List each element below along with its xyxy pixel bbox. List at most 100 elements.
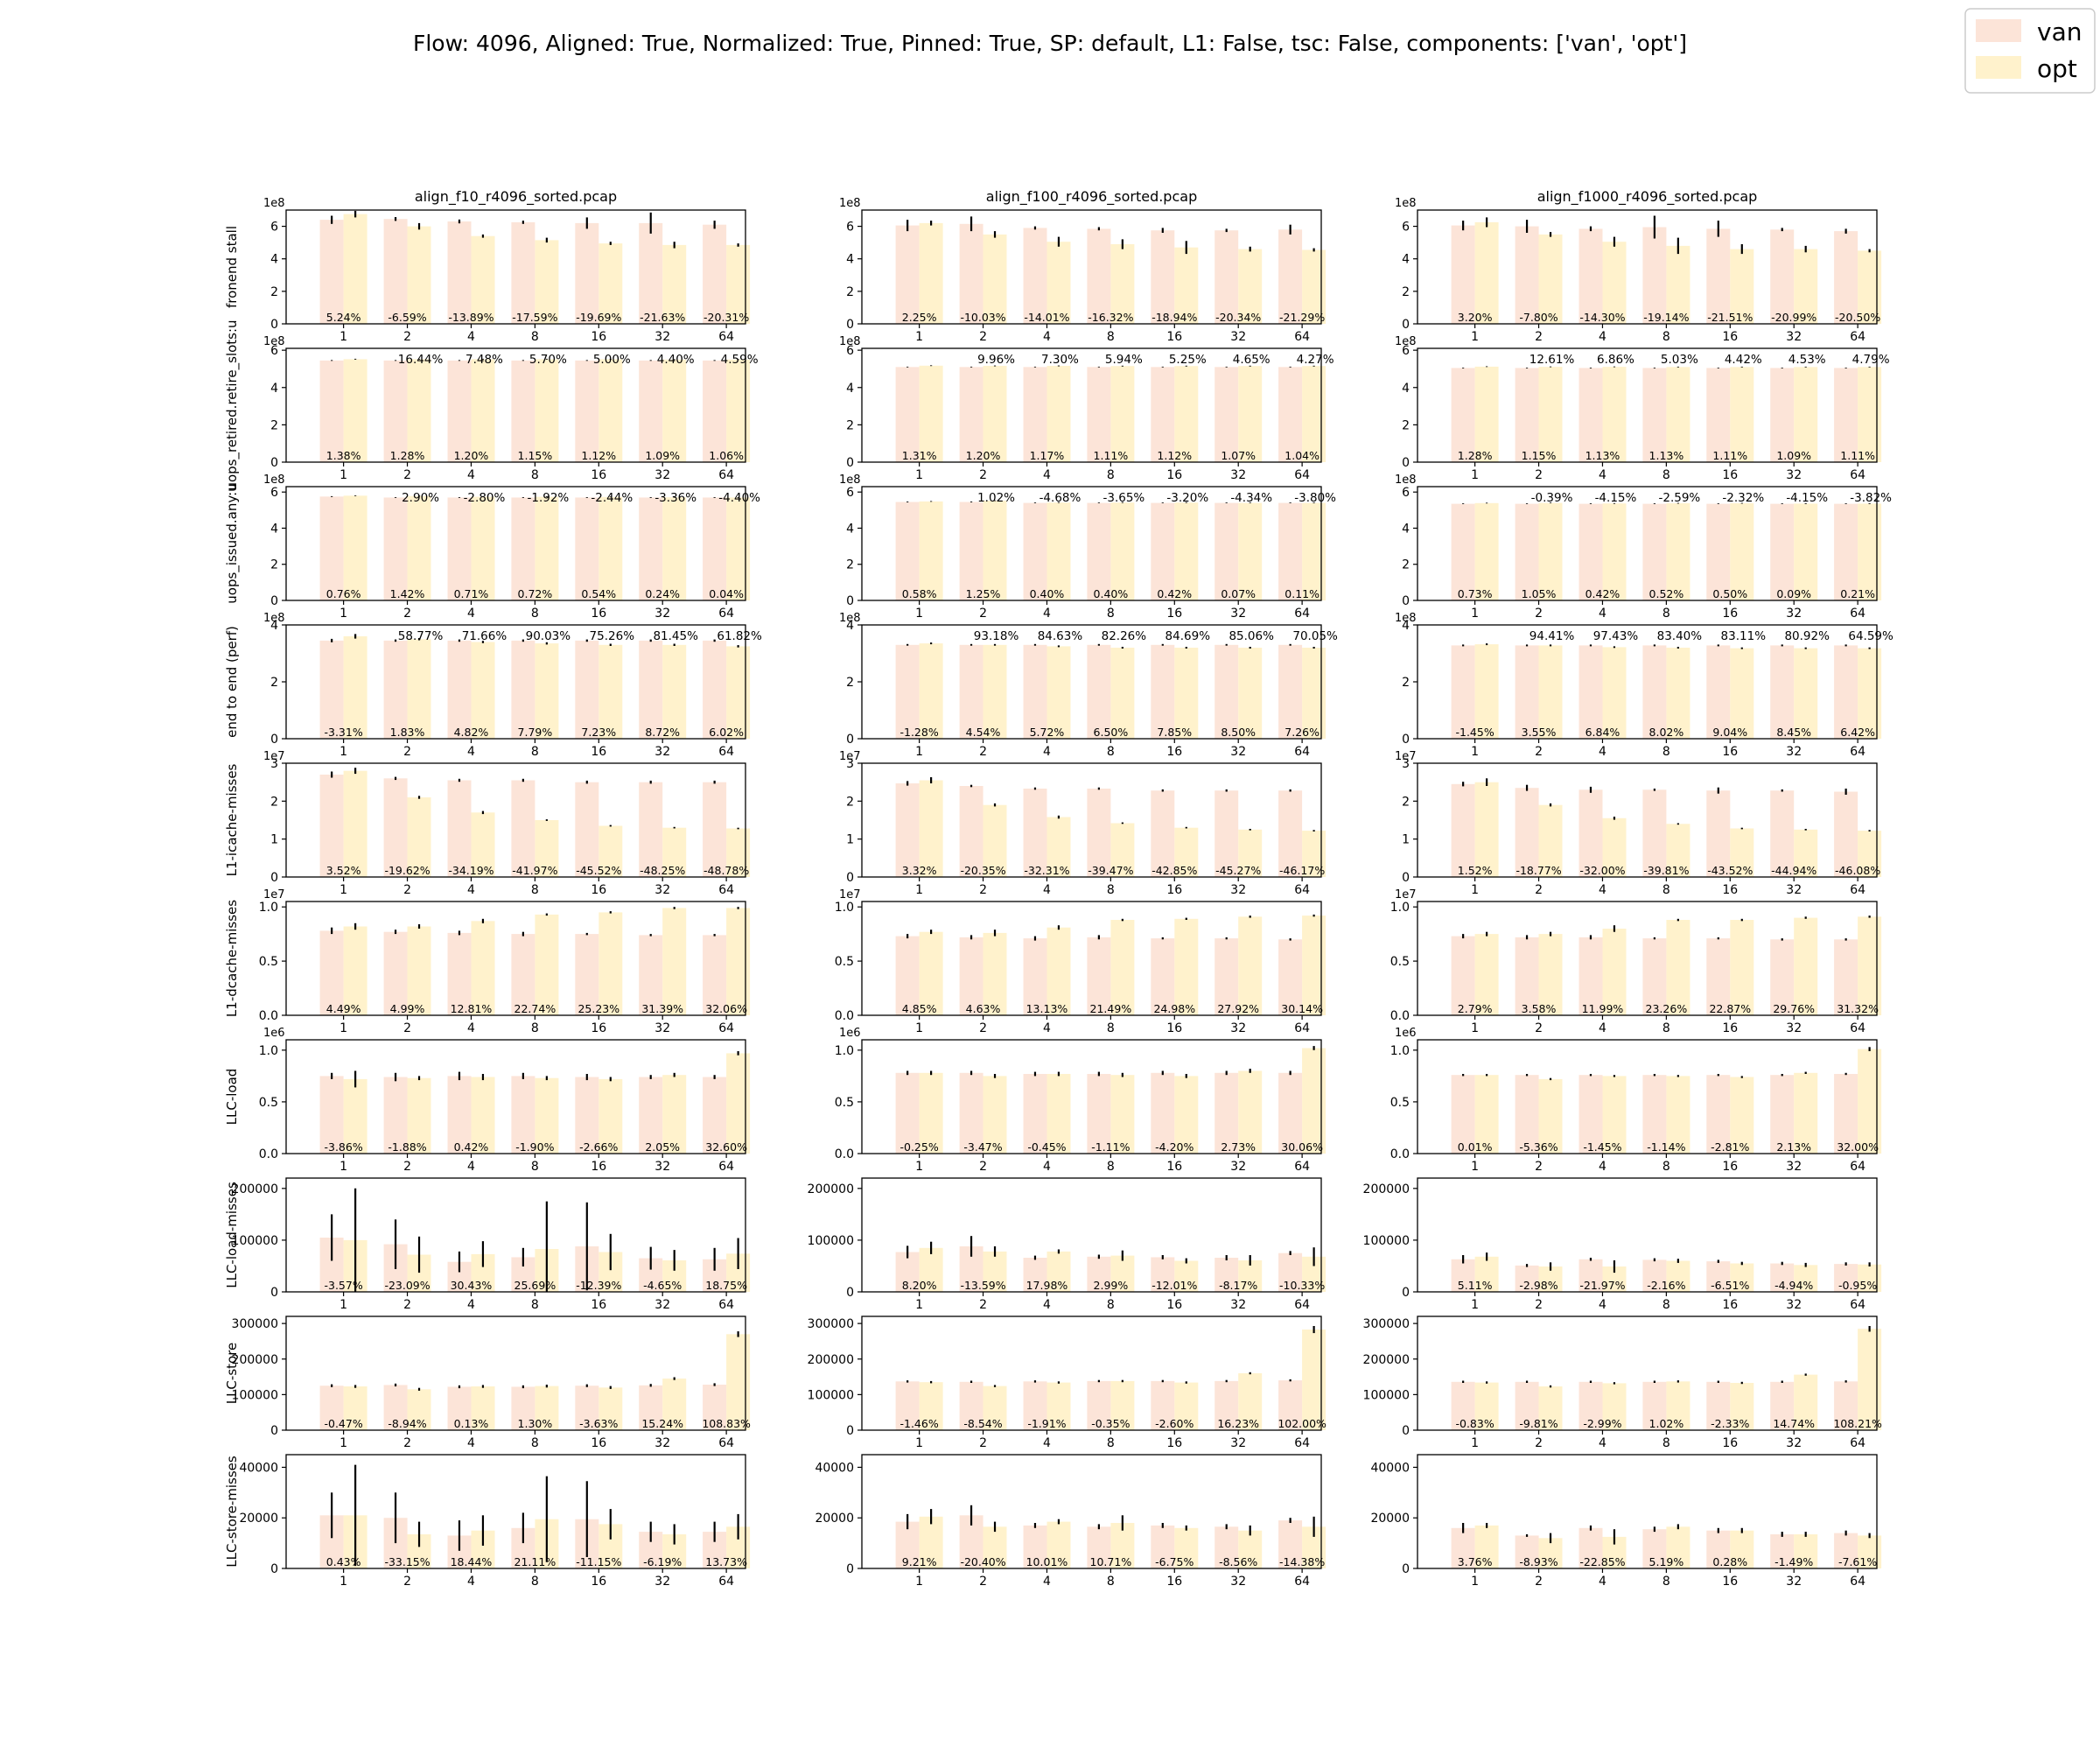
x-tick-label: 1 <box>340 1575 347 1589</box>
annotation-bottom: -20.34% <box>1215 311 1261 324</box>
annotation-bottom: 1.28% <box>1458 449 1493 462</box>
annotation-bottom: 1.52% <box>1458 864 1493 877</box>
annotation-bottom: 1.11% <box>1094 449 1129 462</box>
y-tick-label: 20000 <box>815 1512 854 1526</box>
bar-opt <box>1602 817 1627 877</box>
bar-van <box>1706 790 1731 877</box>
annotation-bottom: -1.14% <box>1647 1140 1685 1154</box>
subplot-title: align_f1000_r4096_sorted.pcap <box>1537 188 1758 206</box>
bar-opt <box>1302 916 1326 1015</box>
annotation-bottom: 3.55% <box>1522 726 1557 739</box>
annotation-bottom: -13.89% <box>448 311 494 324</box>
bar-van <box>1278 644 1303 740</box>
axes-frame <box>1417 347 1878 463</box>
bar-van <box>1451 1381 1475 1431</box>
bar-van <box>1834 1533 1858 1568</box>
bar-opt <box>1238 502 1263 600</box>
annotation-bottom: 0.71% <box>454 587 489 600</box>
y-tick-label: 100000 <box>1363 1388 1410 1402</box>
bar-opt <box>1538 1266 1563 1292</box>
bar-opt <box>1174 502 1199 600</box>
axes-frame <box>1417 1177 1878 1293</box>
x-tick-label: 32 <box>1230 1436 1246 1450</box>
bar-van <box>575 360 599 462</box>
annotation-bottom: 32.06% <box>705 1002 747 1015</box>
subplot: 1e8 0 2 4 6 1 2 4 8 16 32 64 0.58% 1.25% 0.40% 0.40% 0.4… <box>839 474 1336 621</box>
y-tick-label: 0 <box>846 594 854 608</box>
x-tick-label: 8 <box>531 607 539 621</box>
y-tick-label: 6 <box>846 486 854 500</box>
y-axis-label: LLC-store-misses <box>224 1456 240 1568</box>
annotation-bottom: -0.95% <box>1838 1279 1877 1292</box>
bar-opt <box>919 1382 943 1430</box>
annotation-bottom: 22.87% <box>1709 1002 1751 1015</box>
x-tick-label: 2 <box>1535 1160 1543 1174</box>
bar-opt <box>1730 503 1754 600</box>
bar-van <box>1214 230 1239 324</box>
annotation-bottom: 3.20% <box>1458 311 1493 324</box>
bar-opt <box>1238 1260 1263 1292</box>
subplot: 1e7 0.0 0.5 1.0 1 2 4 8 16 32 64 4.85% 4.63% 13.13% 21… <box>835 888 1326 1035</box>
x-tick-label: 16 <box>591 330 606 344</box>
x-tick-label: 8 <box>1662 1160 1670 1174</box>
x-tick-label: 64 <box>718 883 734 897</box>
x-tick-label: 1 <box>1471 1160 1479 1174</box>
bar-opt <box>1730 648 1754 739</box>
y-tick-label: 0 <box>846 1424 854 1438</box>
annotation-top: 58.77% <box>398 629 444 643</box>
y-tick-label: 0.0 <box>259 1147 278 1161</box>
bar-opt <box>1794 1265 1818 1292</box>
x-tick-label: 2 <box>403 468 411 482</box>
bar-van <box>319 220 344 324</box>
annotation-bottom: 30.06% <box>1281 1140 1323 1154</box>
x-tick-label: 2 <box>1535 330 1543 344</box>
annotation-bottom: 32.00% <box>1837 1140 1879 1154</box>
annotation-top: -3.82% <box>1850 491 1892 505</box>
x-tick-label: 2 <box>979 607 987 621</box>
bar-van <box>1578 503 1603 600</box>
bar-opt <box>1538 502 1563 600</box>
annotation-bottom: -22.85% <box>1579 1555 1625 1568</box>
annotation-top: 1.02% <box>977 491 1015 505</box>
subplot: 0 20000 40000 1 2 4 8 16 32 64 0.43% -33.15% 18.44% 2… <box>239 1454 751 1589</box>
x-tick-label: 64 <box>1850 1298 1866 1312</box>
x-tick-label: 4 <box>1043 1298 1051 1312</box>
annotation-bottom: 6.42% <box>1840 726 1875 739</box>
y-tick-label: 2 <box>1402 676 1410 690</box>
y-tick-label: 1.0 <box>259 1044 278 1058</box>
bar-van <box>383 360 408 462</box>
y-tick-label: 1.0 <box>1390 901 1410 915</box>
bar-opt <box>983 644 1007 740</box>
bar-opt <box>919 1072 943 1154</box>
bar-opt <box>1602 242 1627 324</box>
bar-opt <box>1110 823 1135 877</box>
annotation-bottom: 18.75% <box>705 1279 747 1292</box>
annotation-bottom: 12.81% <box>451 1002 493 1015</box>
y-tick-label: 0 <box>1402 456 1410 470</box>
bar-van <box>1770 790 1795 877</box>
bar-van <box>319 496 344 600</box>
x-tick-label: 32 <box>654 1575 670 1589</box>
bar-van <box>1087 1074 1111 1154</box>
bar-opt <box>1474 1256 1499 1292</box>
bar-opt <box>471 496 495 600</box>
annotation-top: -2.44% <box>591 491 633 505</box>
bar-van <box>1451 645 1475 739</box>
bar-van <box>511 640 536 739</box>
annotation-bottom: -20.50% <box>1835 311 1880 324</box>
annotation-bottom: 1.13% <box>1649 449 1684 462</box>
x-tick-label: 1 <box>340 883 347 897</box>
annotation-bottom: 0.42% <box>454 1140 489 1154</box>
x-tick-label: 4 <box>1599 883 1606 897</box>
annotation-bottom: -34.19% <box>448 864 494 877</box>
x-tick-label: 2 <box>1535 1575 1543 1589</box>
subplot-title: align_f10_r4096_sorted.pcap <box>415 188 617 206</box>
axis-exponent: 1e8 <box>263 335 285 348</box>
x-tick-label: 1 <box>340 1021 347 1035</box>
bar-van <box>1151 1525 1175 1568</box>
bar-opt <box>1602 367 1627 462</box>
subplot: 0 100000 200000 300000 1 2 4 8 16 32 64 -0.83% -9.81… <box>1363 1316 1882 1450</box>
annotation-bottom: -42.85% <box>1152 864 1197 877</box>
x-tick-label: 64 <box>1850 468 1866 482</box>
subplot: 0 100000 200000 300000 1 2 4 8 16 32 64 -1.46% -8.54… <box>808 1316 1326 1450</box>
